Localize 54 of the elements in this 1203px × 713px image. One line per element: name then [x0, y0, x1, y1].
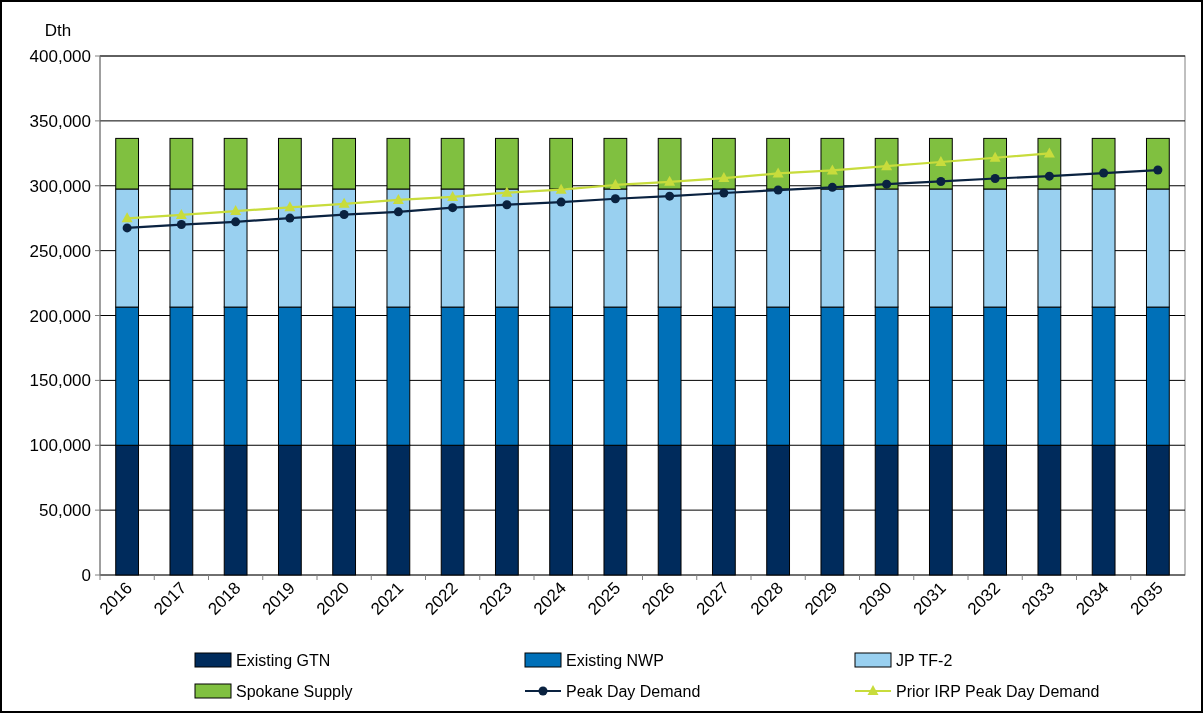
point	[231, 217, 241, 227]
point	[718, 172, 730, 183]
y-tick-label: 250,000	[29, 241, 91, 261]
point	[285, 213, 295, 223]
point	[393, 207, 403, 217]
point	[989, 151, 1001, 162]
point	[447, 190, 459, 201]
legend-label: Existing GTN	[236, 652, 331, 669]
point	[502, 200, 512, 210]
y-tick-label: 0	[81, 566, 91, 585]
y-tick-label: 300,000	[29, 176, 91, 196]
point	[609, 178, 621, 189]
point	[339, 210, 349, 220]
y-tick-label: 200,000	[29, 306, 91, 326]
point	[665, 191, 675, 201]
legend-label: Peak Day Demand	[566, 683, 701, 700]
point	[230, 205, 242, 216]
point	[881, 160, 893, 171]
y-tick-label: 400,000	[29, 47, 91, 66]
legend-label: Existing NWP	[566, 652, 664, 669]
point	[1099, 168, 1109, 178]
point	[936, 176, 946, 186]
point	[664, 175, 676, 186]
y-tick-label: 50,000	[39, 501, 91, 521]
point	[773, 185, 783, 195]
y-tick-label: 350,000	[29, 111, 91, 131]
point	[1044, 171, 1054, 181]
point	[175, 208, 187, 219]
point	[556, 197, 566, 207]
legend-label: Spokane Supply	[236, 683, 353, 700]
point	[501, 186, 513, 197]
point	[338, 197, 350, 208]
point	[827, 182, 837, 192]
point	[284, 201, 296, 212]
point	[392, 193, 404, 204]
y-tick-label: 150,000	[29, 371, 91, 391]
point	[1043, 147, 1055, 158]
point	[122, 223, 132, 233]
point	[826, 164, 838, 175]
legend-label: JP TF-2	[896, 652, 953, 669]
point	[882, 179, 892, 189]
y-tick-label: 100,000	[29, 436, 91, 456]
point	[935, 156, 947, 167]
point	[555, 183, 567, 194]
point	[772, 167, 784, 178]
point	[990, 173, 1000, 183]
point	[176, 220, 186, 230]
point	[121, 212, 133, 223]
y-axis-title: Dth	[44, 21, 72, 40]
point	[448, 203, 458, 213]
point	[1153, 165, 1163, 175]
point	[719, 188, 729, 198]
point	[610, 194, 620, 204]
legend-label: Prior IRP Peak Day Demand	[896, 683, 1100, 700]
